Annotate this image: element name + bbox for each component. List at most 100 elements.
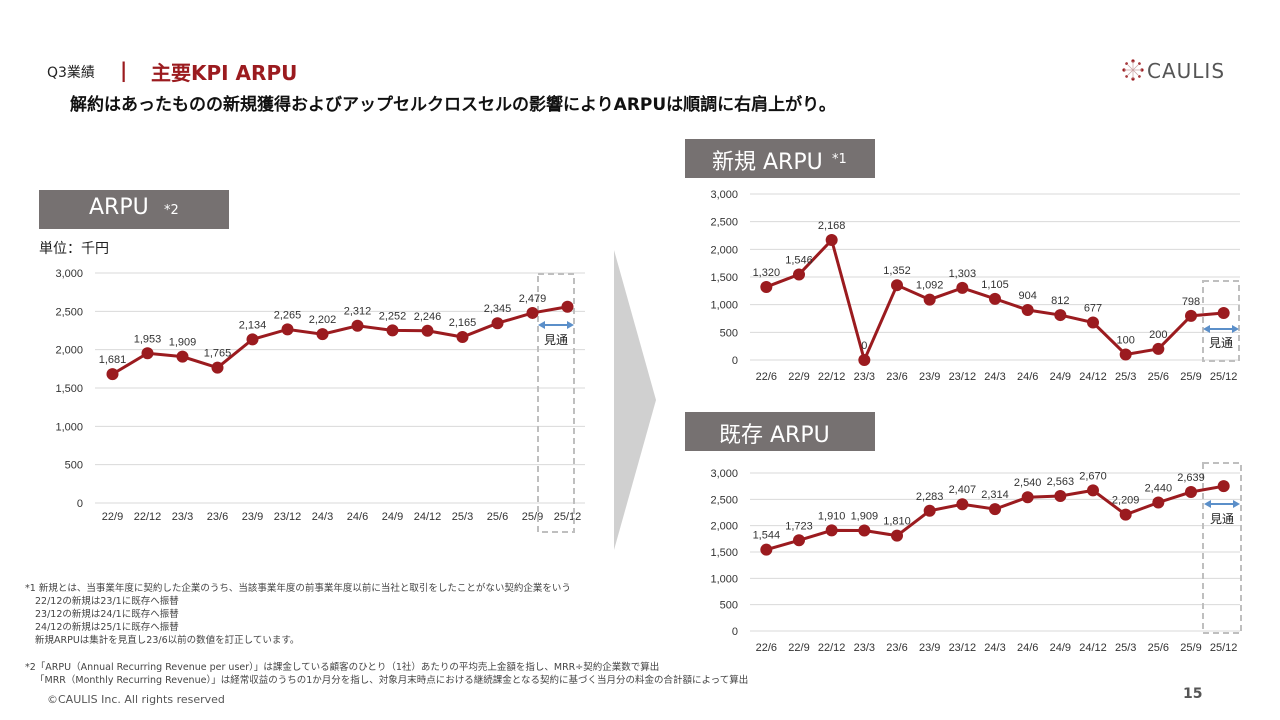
main-data-point xyxy=(351,319,364,332)
new-forecast-box xyxy=(1202,280,1240,362)
main-forecast-arrowhead-left xyxy=(538,321,545,329)
main-xtick-label: 25/9 xyxy=(522,511,543,523)
existing-ytick-label: 500 xyxy=(720,600,738,612)
new-data-point xyxy=(1152,342,1165,355)
main-data-label: 2,165 xyxy=(449,317,477,329)
main-data-point xyxy=(456,331,469,344)
main-xtick-label: 24/12 xyxy=(414,511,442,523)
logo-text: CAULIS xyxy=(1147,59,1226,83)
main-data-point xyxy=(526,306,539,319)
existing-data-label: 2,540 xyxy=(1014,477,1042,489)
existing-xtick-label: 24/12 xyxy=(1079,642,1107,654)
existing-data-point xyxy=(1054,490,1067,503)
existing-data-point xyxy=(1021,491,1034,504)
existing-ytick-label: 1,500 xyxy=(710,547,738,559)
existing-arpu-title-text: 既存 ARPU xyxy=(719,423,830,448)
existing-data-point xyxy=(1217,480,1230,493)
new-xtick-label: 24/12 xyxy=(1079,371,1107,383)
existing-data-label: 2,440 xyxy=(1145,482,1173,494)
main-data-point xyxy=(421,324,434,337)
main-ytick-label: 1,000 xyxy=(55,421,83,433)
main-data-label: 2,134 xyxy=(239,319,267,331)
title-separator: | xyxy=(120,58,128,82)
main-data-point xyxy=(281,323,294,336)
new-xtick-label: 22/9 xyxy=(788,371,809,383)
new-data-label: 904 xyxy=(1018,290,1036,302)
new-data-point xyxy=(1054,309,1067,322)
section-label: Q3業績 xyxy=(47,65,95,81)
footnote-2-line: 「MRR（Monthly Recurring Revenue）」は経常収益のうち… xyxy=(35,675,749,686)
existing-xtick-label: 25/6 xyxy=(1148,642,1169,654)
footnote-1-line: *1 新規とは、当事業年度に契約した企業のうち、当該事業年度の前事業年度以前に当… xyxy=(25,583,571,594)
main-xtick-label: 23/12 xyxy=(274,511,302,523)
main-data-label: 2,312 xyxy=(344,306,372,318)
copyright: ©CAULIS Inc. All rights reserved xyxy=(47,693,225,706)
existing-forecast-arrowhead-right xyxy=(1233,500,1240,508)
new-data-point xyxy=(1185,309,1197,322)
page-subtitle: 解約はあったものの新規獲得およびアップセルクロスセルの影響によりARPUは順調に… xyxy=(70,95,836,115)
new-xtick-label: 22/12 xyxy=(818,371,846,383)
footnote-1-line: 22/12の新規は23/1に既存へ振替 xyxy=(35,596,179,607)
existing-data-label: 2,563 xyxy=(1047,476,1075,488)
main-ytick-label: 0 xyxy=(77,498,83,510)
new-data-label: 200 xyxy=(1149,329,1167,341)
new-data-label: 1,303 xyxy=(949,268,977,280)
main-xtick-label: 24/9 xyxy=(382,511,403,523)
main-xtick-label: 23/9 xyxy=(242,511,263,523)
existing-data-point xyxy=(1087,484,1099,497)
arpu-title-text: ARPU xyxy=(89,195,149,220)
main-forecast-box xyxy=(537,273,575,533)
existing-arpu-panel-title: 既存 ARPU xyxy=(685,412,875,451)
main-data-label: 2,265 xyxy=(274,309,302,321)
new-forecast-arrowhead-right xyxy=(1232,325,1239,333)
main-xtick-label: 22/9 xyxy=(102,511,123,523)
main-forecast-arrowhead-right xyxy=(567,321,574,329)
new-forecast-arrowhead-left xyxy=(1203,325,1210,333)
main-data-label: 2,479 xyxy=(519,293,547,305)
existing-data-label: 1,810 xyxy=(883,516,911,528)
new-xtick-label: 23/9 xyxy=(919,371,940,383)
company-logo: CAULIS xyxy=(1121,58,1241,84)
main-xtick-label: 25/6 xyxy=(487,511,508,523)
main-data-label: 1,953 xyxy=(134,333,162,345)
new-ytick-label: 0 xyxy=(732,355,738,367)
main-data-point xyxy=(211,361,224,374)
new-ytick-label: 1,500 xyxy=(710,272,738,284)
existing-data-point xyxy=(989,503,1001,516)
existing-ytick-label: 3,000 xyxy=(710,468,738,480)
main-data-point xyxy=(316,328,329,341)
existing-xtick-label: 24/3 xyxy=(984,642,1005,654)
existing-forecast-box xyxy=(1202,462,1242,634)
new-data-label: 1,320 xyxy=(753,267,781,279)
existing-forecast-arrowhead-left xyxy=(1204,500,1211,508)
existing-data-point xyxy=(1152,496,1165,509)
new-data-point xyxy=(825,234,838,247)
existing-xtick-label: 22/12 xyxy=(818,642,846,654)
new-ytick-label: 3,000 xyxy=(710,189,738,201)
main-data-label: 1,681 xyxy=(99,354,127,366)
new-data-label: 0 xyxy=(861,340,867,352)
footnote-1: *1 新規とは、当事業年度に契約した企業のうち、当該事業年度の前事業年度以前に当… xyxy=(25,582,571,647)
new-data-point xyxy=(793,268,805,281)
new-data-point xyxy=(858,354,871,366)
new-data-label: 677 xyxy=(1084,303,1102,315)
new-data-label: 1,546 xyxy=(785,254,813,266)
footnote-1-line: 24/12の新規は25/1に既存へ振替 xyxy=(35,622,179,633)
existing-xtick-label: 23/12 xyxy=(949,642,977,654)
existing-ytick-label: 2,000 xyxy=(710,521,738,533)
new-data-point xyxy=(891,279,903,292)
existing-data-point xyxy=(1119,508,1132,521)
existing-ytick-label: 1,000 xyxy=(710,573,738,585)
main-xtick-label: 25/3 xyxy=(452,511,473,523)
new-data-point xyxy=(956,281,969,294)
main-ytick-label: 2,000 xyxy=(55,345,83,357)
existing-xtick-label: 23/9 xyxy=(919,642,940,654)
new-data-label: 798 xyxy=(1182,296,1200,308)
new-data-point xyxy=(1087,316,1099,329)
main-data-point xyxy=(491,317,504,330)
existing-data-label: 1,544 xyxy=(753,530,781,542)
new-arpu-title-text: 新規 ARPU xyxy=(712,150,823,175)
new-arpu-title-note: *1 xyxy=(832,152,847,167)
new-xtick-label: 25/3 xyxy=(1115,371,1136,383)
